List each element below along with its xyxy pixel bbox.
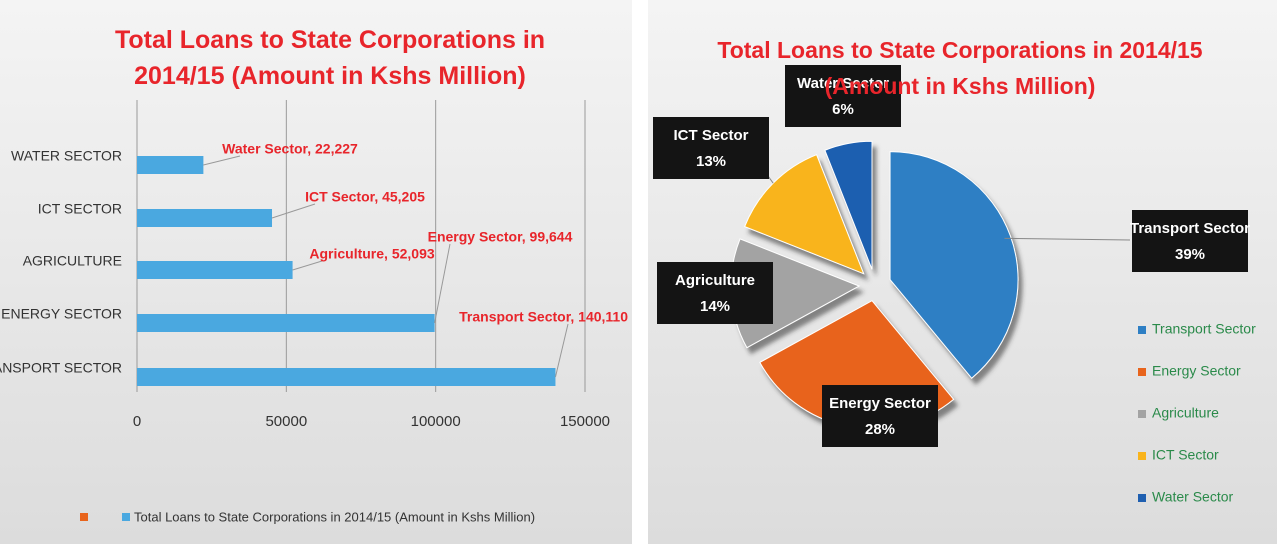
left-panel — [0, 0, 632, 544]
bar — [137, 261, 293, 279]
label-box — [657, 262, 773, 324]
leader-line — [1004, 237, 1131, 241]
legend-swatch — [80, 513, 88, 521]
slice-name: Transport Sector — [1130, 220, 1250, 237]
label-box — [1132, 210, 1248, 272]
slice-label: 13% — [696, 153, 726, 170]
data-label: Water Sector, 22,227 — [222, 141, 358, 157]
slice-name: ICT Sector — [673, 127, 748, 144]
data-label: Agriculture, 52,093 — [309, 246, 434, 262]
leader-line — [554, 323, 569, 378]
data-label: ICT Sector, 45,205 — [305, 189, 425, 205]
x-tick-label: 50000 — [265, 413, 307, 430]
slice-label: 14% — [700, 298, 730, 315]
legend-label: Water Sector — [1152, 489, 1234, 505]
legend-swatch — [1138, 368, 1146, 376]
legend-swatch — [1138, 452, 1146, 460]
legend-swatch — [1138, 410, 1146, 418]
label-box — [822, 385, 938, 447]
y-tick-label: TRANSPORT SECTOR — [0, 360, 122, 376]
bar — [137, 368, 556, 386]
leader-line — [271, 203, 316, 219]
slice-label: 6% — [832, 101, 854, 118]
y-tick-label: ICT SECTOR — [38, 201, 122, 217]
leader-line — [292, 260, 323, 271]
x-tick-label: 100000 — [411, 413, 461, 430]
bar — [137, 314, 435, 332]
legend-swatch — [1138, 494, 1146, 502]
slice-label: 39% — [1175, 246, 1205, 263]
slice-label: 28% — [865, 421, 895, 438]
legend-label: Agriculture — [1152, 405, 1219, 421]
data-label: Transport Sector, 140,110 — [459, 309, 628, 325]
data-label: Energy Sector, 99,644 — [428, 229, 573, 245]
pie-title: Total Loans to State Corporations in 201… — [717, 37, 1203, 99]
bar — [137, 156, 204, 174]
y-tick-label: ENERGY SECTOR — [1, 306, 122, 322]
legend-label: Total Loans to State Corporations in 201… — [134, 509, 535, 524]
pie-slice — [824, 140, 873, 270]
label-box — [653, 117, 769, 179]
leader-line — [434, 243, 451, 324]
slice-name: Energy Sector — [829, 395, 931, 412]
y-tick-label: WATER SECTOR — [11, 148, 122, 164]
legend-label: Transport Sector — [1152, 321, 1256, 337]
slice-name: Agriculture — [675, 272, 755, 289]
legend-label: Energy Sector — [1152, 363, 1241, 379]
y-tick-label: AGRICULTURE — [23, 253, 122, 269]
label-box — [785, 65, 901, 127]
leader-line — [203, 155, 241, 166]
x-tick-label: 0 — [133, 413, 141, 430]
x-tick-label: 150000 — [560, 413, 610, 430]
bar — [137, 209, 273, 227]
bar-title: Total Loans to State Corporations in 201… — [114, 26, 546, 90]
legend-swatch — [1138, 326, 1146, 334]
legend-swatch — [122, 513, 130, 521]
legend-label: ICT Sector — [1152, 447, 1219, 463]
pie-slice — [889, 151, 1019, 379]
slice-name: Water Sector — [797, 75, 889, 92]
